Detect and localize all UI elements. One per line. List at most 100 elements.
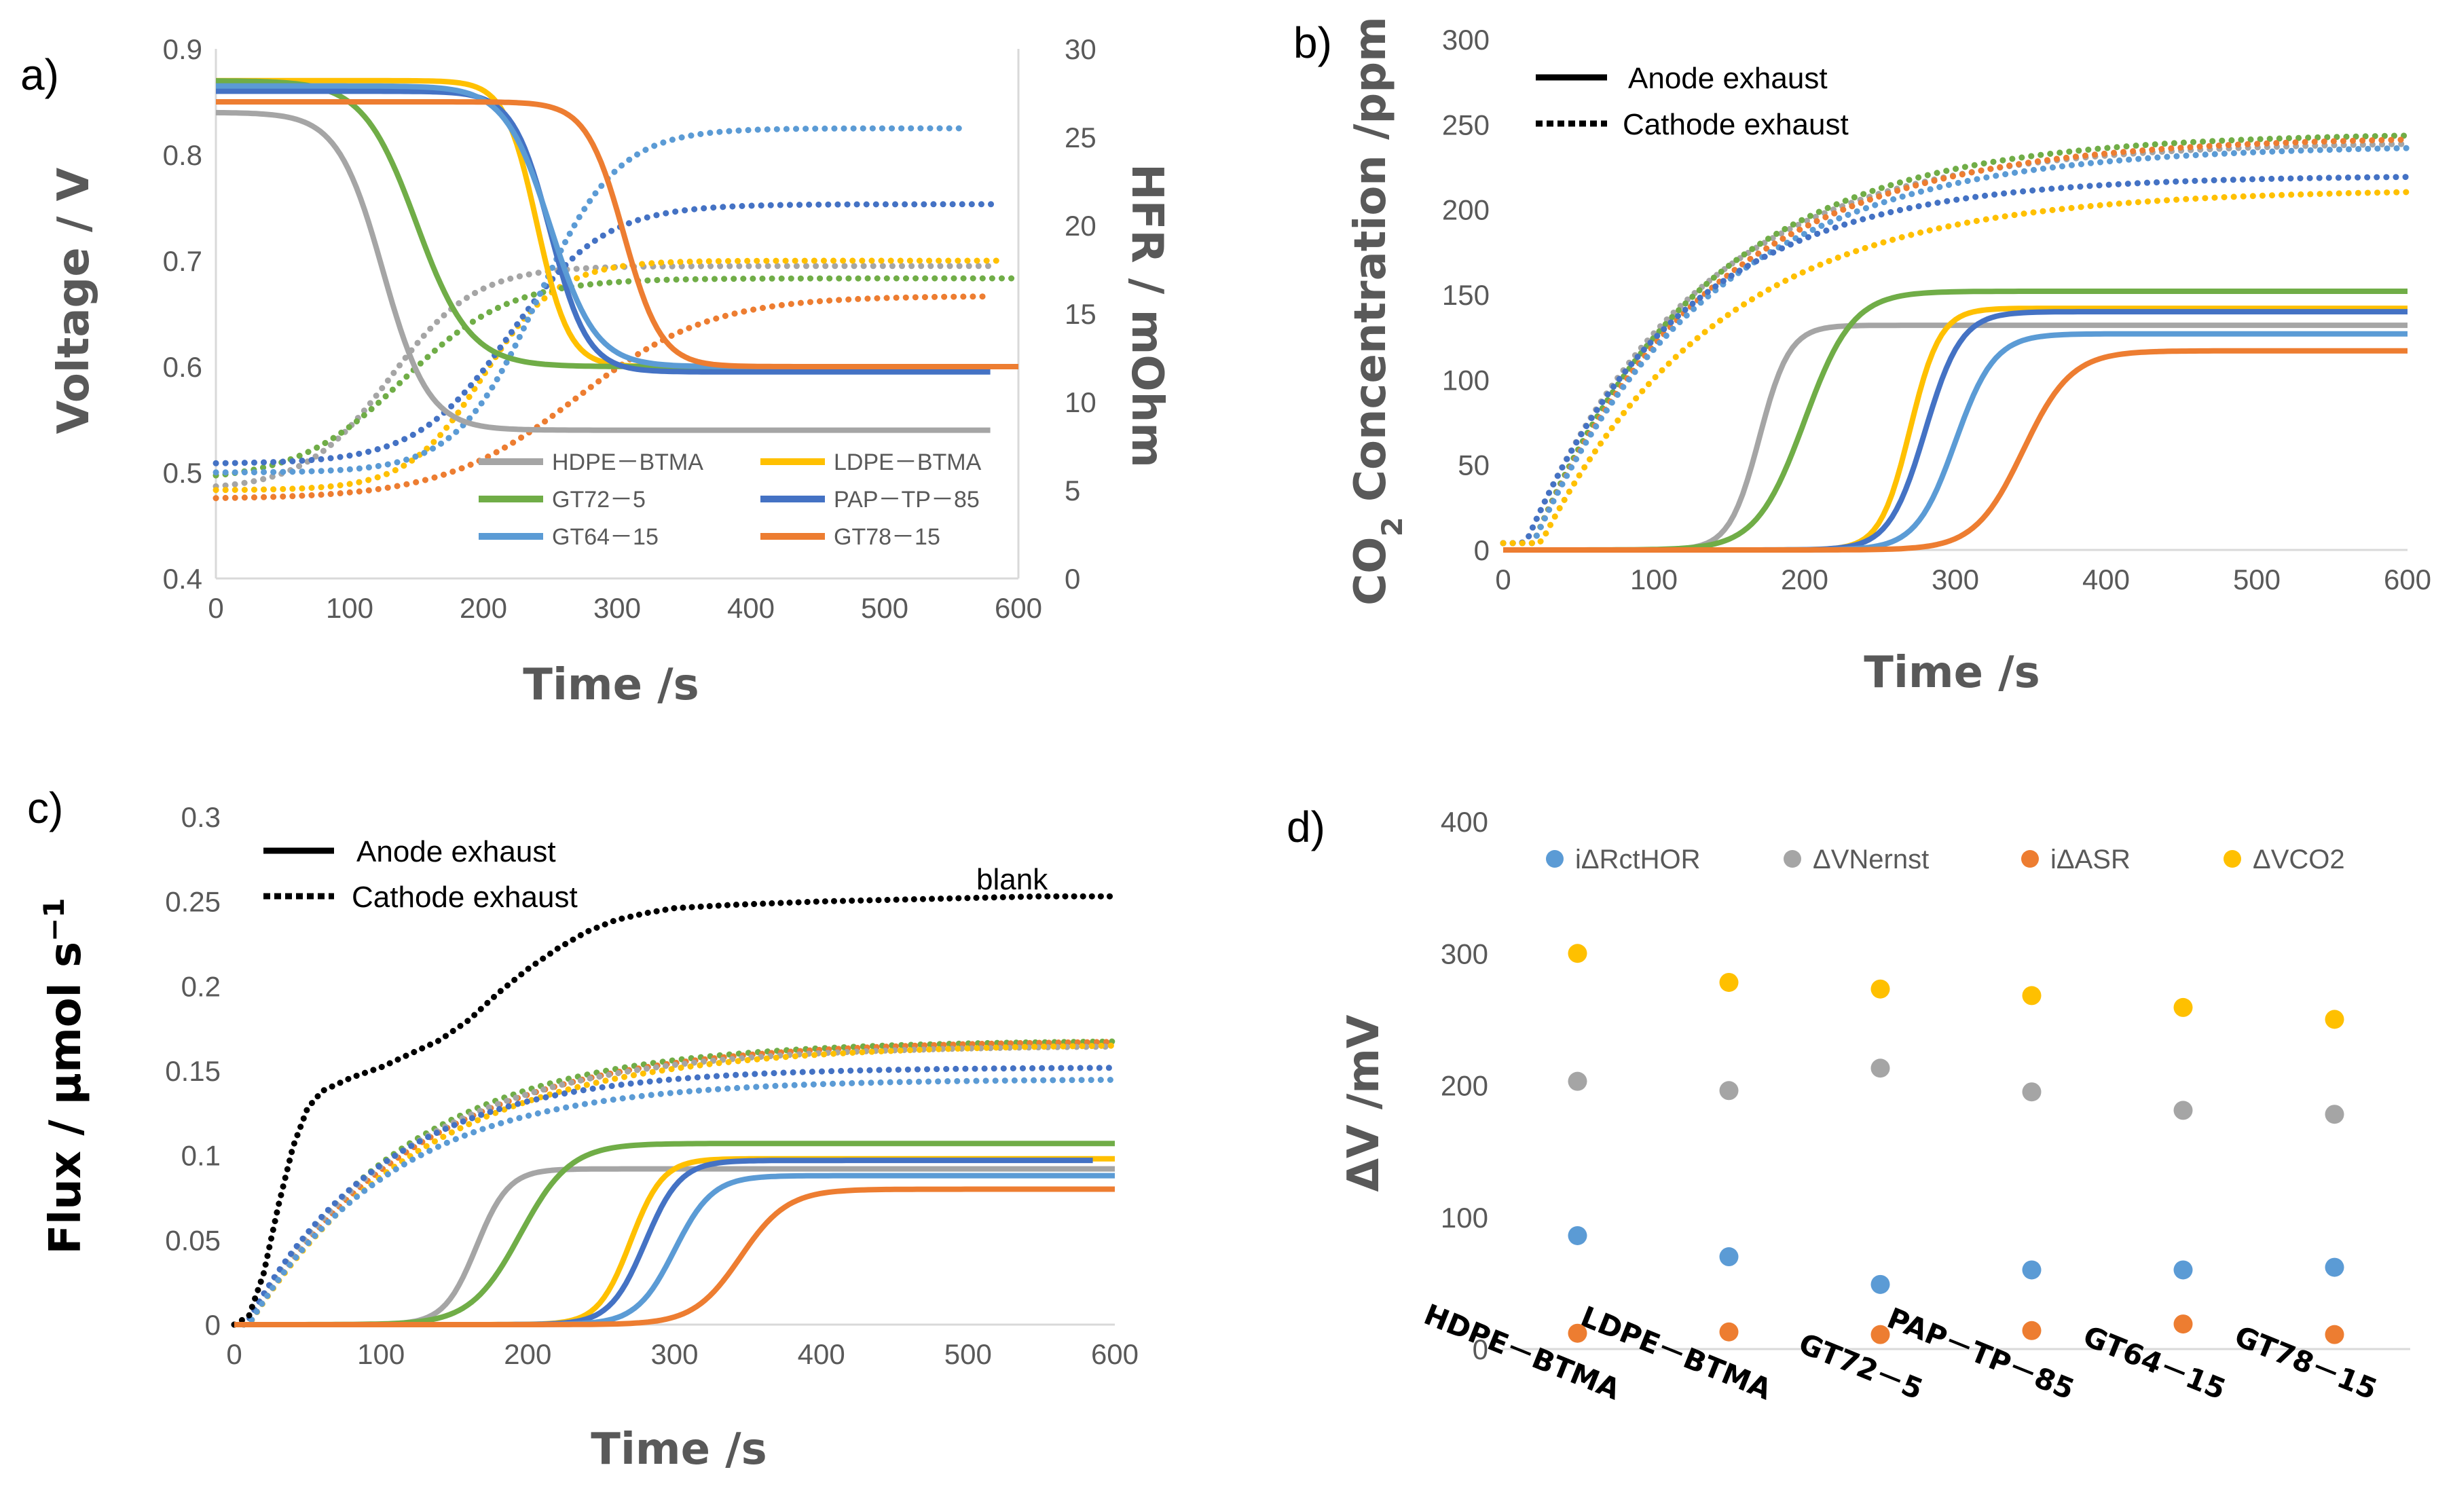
panel-b-y-tick-label: 300 <box>1442 24 1490 56</box>
panel-c-legend: Anode exhaust Cathode exhaust <box>263 835 578 914</box>
panel-b-anode-series-gt78-15 <box>1503 348 2408 553</box>
panel-c-cathode-series-gt72-5 <box>231 1038 1118 1328</box>
panel-d-point-ΔVCO2 <box>1719 972 1739 992</box>
panel-a-y2-tick-label: 25 <box>1065 122 1096 153</box>
panel-b-ylabel: CO2 Concentration /ppm <box>1346 16 1409 606</box>
panel-a-voltage-series-gt78-15 <box>216 99 1018 369</box>
panel-b-legend-label: Cathode exhaust <box>1623 108 1849 141</box>
panel-d-point-ΔVCO2 <box>2022 986 2042 1006</box>
panel-b-ylabel-co: CO <box>1346 536 1396 605</box>
panel-d-y-tick-label: 100 <box>1441 1202 1488 1234</box>
panel-c-x-tick-label: 300 <box>650 1338 698 1370</box>
panel-d-point-ΔVCO2 <box>1870 979 1890 999</box>
panel-a-legend-label: PAP－TP－85 <box>834 487 980 513</box>
panel-c-ylabel-main: Flux / µmol s <box>41 942 91 1255</box>
panel-d-point-ΔVNernst <box>2022 1082 2042 1102</box>
panel-a-y-tick-label: 0.4 <box>163 563 202 595</box>
panel-b-cathode-series-gt64-15 <box>1500 145 2411 547</box>
panel-a-y2-tick-label: 30 <box>1065 33 1096 65</box>
panel-a-x-tick-label: 600 <box>995 592 1042 624</box>
panel-a-hfr-series-gt72-5 <box>213 275 1022 479</box>
panel-c-flux-chart: c) 0 100 200 300 400 500 600 0 0.05 0.1 0.15 0.2 0.2… <box>27 783 1139 1475</box>
panel-d-legend-label: ΔVNernst <box>1813 845 1929 874</box>
panel-a-voltage-series-pap-tp-85 <box>216 88 991 375</box>
panel-b-x-tick-label: 200 <box>1781 564 1828 595</box>
panel-b-y-tick-label: 50 <box>1458 449 1490 481</box>
panel-b-x-tick-label: 500 <box>2233 564 2281 595</box>
panel-b-xlabel: Time /s <box>1864 648 2040 698</box>
panel-c-cathode-series-pap-tp-85 <box>231 1065 1118 1328</box>
panel-d-point-iΔRctHOR <box>2325 1257 2344 1277</box>
panel-a-ylabel-left: Voltage / V <box>49 167 99 434</box>
panel-c-cathode-series-ldpe-btma <box>231 1042 1118 1328</box>
panel-a-legend-label: GT78－15 <box>834 524 940 550</box>
panel-a-y2-tick-label: 10 <box>1065 386 1096 418</box>
panel-d-point-iΔRctHOR <box>1568 1225 1587 1245</box>
panel-d-legend-marker <box>2224 850 2241 868</box>
panel-b-label: b) <box>1293 18 1332 67</box>
panel-a-y-tick-label: 0.9 <box>163 33 202 65</box>
panel-b-x-tick-label: 600 <box>2384 564 2431 595</box>
panel-a-voltage-hfr-chart: a) 0 100 200 300 400 500 6000.40.50.60.70.80.9… <box>20 33 1172 710</box>
panel-d-legend-label: iΔASR <box>2050 845 2131 874</box>
panel-a-y-tick-label: 0.8 <box>163 139 202 171</box>
panel-c-y-tick-label: 0.25 <box>165 886 221 918</box>
panel-d-point-ΔVCO2 <box>2173 997 2193 1017</box>
panel-c-xlabel: Time /s <box>591 1424 767 1475</box>
panel-d-y-tick-label: 300 <box>1441 938 1488 970</box>
panel-a-legend-label: GT64－15 <box>552 524 659 550</box>
panel-d-y-tick-label: 0 <box>1473 1333 1488 1365</box>
panel-c-ylabel-sup: −1 <box>37 898 71 942</box>
panel-b-legend-label: Anode exhaust <box>1628 62 1828 95</box>
panel-a-legend: HDPE－BTMA LDPE－BTMA GT72－5 PAP－TP－85 GT64－15… <box>479 449 982 550</box>
panel-d-point-iΔRctHOR <box>1870 1274 1890 1294</box>
panel-a-y2-tick-label: 0 <box>1065 563 1080 595</box>
panel-c-series <box>231 893 1118 1328</box>
panel-d-point-iΔASR <box>2325 1325 2344 1344</box>
panel-a-series <box>213 77 1022 502</box>
panel-d-point-ΔVCO2 <box>2325 1010 2344 1029</box>
panel-a-legend-label: HDPE－BTMA <box>552 449 703 475</box>
panel-a-y-tick-label: 0.5 <box>163 457 202 489</box>
panel-c-y-tick-label: 0.3 <box>181 801 221 833</box>
panel-b-y-tick-label: 0 <box>1474 534 1490 566</box>
panel-a-x-tick-label: 0 <box>208 592 223 624</box>
panel-d-legend-label: iΔRctHOR <box>1575 845 1701 874</box>
panel-c-label: c) <box>27 783 63 832</box>
panel-c-x-tick-label: 100 <box>357 1338 405 1370</box>
panel-a-legend-label: GT72－5 <box>552 487 646 513</box>
panel-a-y-tick-label: 0.6 <box>163 351 202 383</box>
panel-d-point-ΔVCO2 <box>1568 944 1587 963</box>
panel-c-y-tick-label: 0.05 <box>165 1224 221 1256</box>
panel-d-legend: iΔRctHOR ΔVNernst iΔASR ΔVCO2 <box>1546 845 2345 874</box>
panel-a-x-tick-label: 100 <box>326 592 373 624</box>
panel-b-cathode-series-pap-tp-85 <box>1500 174 2411 547</box>
panel-c-cathode-series-gt64-15 <box>231 1077 1118 1328</box>
panel-b-y-tick-label: 250 <box>1442 109 1490 141</box>
panel-a-voltage-series-hdpe-btma <box>215 109 991 433</box>
panel-c-x-tick-label: 0 <box>226 1338 242 1370</box>
panel-c-ylabel: Flux / µmol s−1 <box>37 898 92 1255</box>
panel-c-y-tick-label: 0 <box>205 1309 221 1341</box>
panel-c-x-tick-label: 400 <box>798 1338 845 1370</box>
panel-b-cathode-series-gt78-15 <box>1500 136 2411 547</box>
panel-a-y-tick-label: 0.7 <box>163 245 202 277</box>
panel-c-y-tick-label: 0.1 <box>181 1140 221 1172</box>
panel-a-axes: 0 100 200 300 400 500 600 0.4 0.5 0.6 0.7 0.8 0.9 0 5 1… <box>163 33 1096 624</box>
panel-d-point-iΔRctHOR <box>1719 1247 1739 1267</box>
panel-b-y-tick-label: 100 <box>1442 364 1490 396</box>
panel-d-legend-marker <box>1784 850 1801 868</box>
panel-d-point-ΔVNernst <box>1568 1071 1587 1091</box>
panel-b-axes: 0 100 200 300 400 500 600 0 50 100 150 200 250 300 <box>1442 24 2431 595</box>
panel-a-label: a) <box>20 50 59 99</box>
panel-a-x-tick-label: 200 <box>460 592 507 624</box>
panel-d-legend-label: ΔVCO2 <box>2253 845 2345 874</box>
panel-a-legend-label: LDPE－BTMA <box>834 449 982 475</box>
panel-d-series <box>1568 944 2344 1344</box>
panel-a-hfr-series-ldpe-btma <box>213 257 1006 494</box>
panel-d-point-ΔVNernst <box>1870 1058 1890 1078</box>
panel-d-point-iΔASR <box>2022 1321 2042 1340</box>
panel-c-anode-series-gt78-15 <box>234 1186 1115 1327</box>
